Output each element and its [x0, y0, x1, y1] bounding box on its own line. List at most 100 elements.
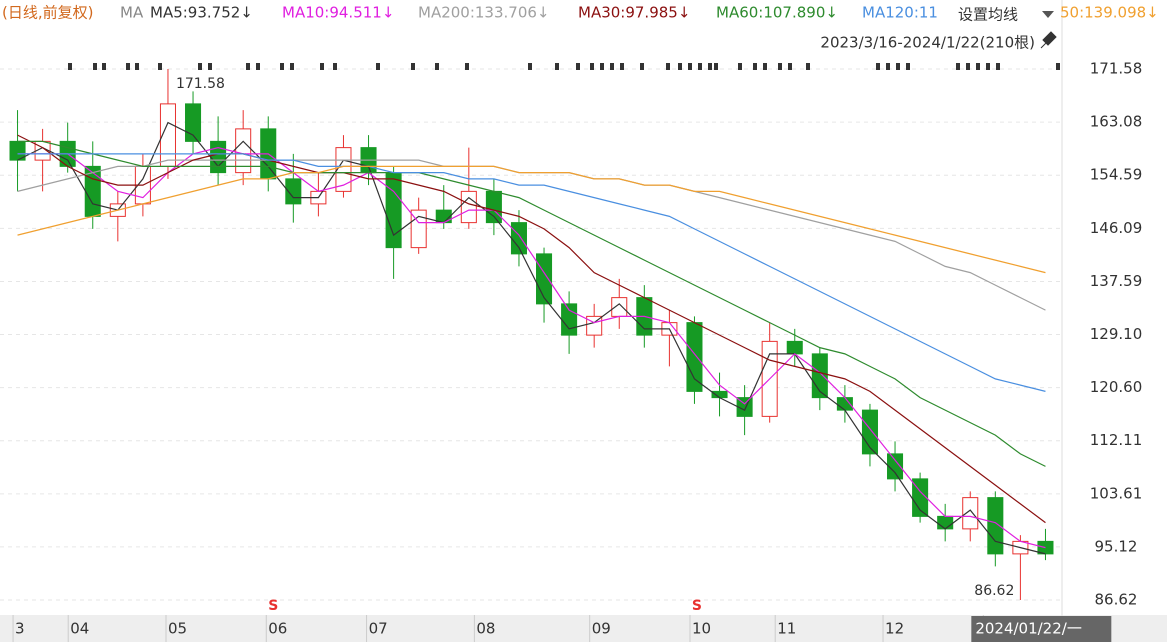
candle-body: [962, 497, 979, 530]
candle-body: [510, 222, 527, 255]
event-dot: [806, 63, 810, 70]
x-tick-label: 04: [70, 620, 89, 638]
settings-button-bg[interactable]: [948, 0, 1060, 30]
y-tick-label: 86.62: [1095, 591, 1138, 609]
event-dot: [290, 63, 294, 70]
event-dot: [778, 63, 782, 70]
event-dot: [68, 63, 72, 70]
y-tick-label: 103.61: [1090, 484, 1143, 502]
candle-body: [210, 140, 227, 174]
event-dot: [666, 63, 670, 70]
y-tick-label: 171.58: [1090, 60, 1143, 78]
y-tick-label: 163.08: [1090, 113, 1143, 131]
legend-entry: MA30:97.985↓: [578, 4, 690, 22]
x-tick-label: 07: [369, 620, 388, 638]
y-tick-label: 146.09: [1090, 219, 1143, 237]
candle-body: [937, 515, 954, 530]
high-marker: 171.58: [176, 76, 225, 92]
y-tick-label: 95.12: [1095, 537, 1138, 555]
candle-body: [485, 190, 502, 224]
settings-button[interactable]: 设置均线: [958, 6, 1018, 24]
ma-line: [17, 134, 1046, 524]
candle-body: [686, 322, 703, 392]
x-tick-label: 05: [168, 620, 187, 638]
event-dot: [376, 63, 380, 70]
event-dot: [698, 63, 702, 70]
event-dot: [435, 63, 439, 70]
x-tick-label: 11: [777, 620, 796, 638]
event-dot: [610, 63, 614, 70]
legend-entry: 50:139.098↓: [1060, 4, 1159, 22]
cursor-date-box: [971, 616, 1112, 642]
dropdown-arrow: [1042, 11, 1054, 18]
event-dot: [126, 63, 130, 70]
candle-body: [385, 172, 402, 249]
event-dot: [600, 63, 604, 70]
event-dot: [966, 63, 970, 70]
x-tick-label: 09: [592, 620, 611, 638]
event-dot: [906, 63, 910, 70]
event-dot: [256, 63, 260, 70]
signal-mark: S: [268, 598, 278, 614]
event-dot: [198, 63, 202, 70]
event-dot: [280, 63, 284, 70]
x-tick-label: 08: [476, 620, 495, 638]
event-dot: [688, 63, 692, 70]
event-dot: [135, 63, 139, 70]
legend-entry: MA5:93.752↓: [150, 4, 253, 22]
x-tick-label: 12: [885, 620, 904, 638]
event-dot: [753, 63, 757, 70]
event-dot: [986, 63, 990, 70]
pin-icon[interactable]: [1040, 31, 1057, 49]
event-dot: [320, 63, 324, 70]
candle-body: [711, 390, 728, 399]
event-dot: [956, 63, 960, 70]
event-dot: [158, 63, 162, 70]
event-dot: [976, 63, 980, 70]
event-dot: [620, 63, 624, 70]
ma-line: [17, 147, 1046, 549]
ma-line: [17, 165, 1046, 274]
candle-body: [1037, 540, 1054, 555]
y-tick-label: 137.59: [1090, 272, 1143, 290]
event-dot: [896, 63, 900, 70]
candle-body: [185, 103, 202, 142]
range-text: 2023/3/16-2024/1/22(210根): [820, 34, 1035, 52]
event-dot: [678, 63, 682, 70]
event-dot: [465, 63, 469, 70]
candle-body: [561, 303, 578, 336]
signal-mark: S: [692, 598, 702, 614]
event-dot: [1056, 63, 1060, 70]
ma-line: [17, 153, 1046, 392]
ma-label: MA: [120, 4, 144, 22]
ma-line: [17, 140, 1046, 467]
event-dot: [333, 63, 337, 70]
candle-body: [912, 478, 929, 517]
legend-entry: MA10:94.511↓: [282, 4, 394, 22]
candle-body: [460, 190, 477, 224]
y-tick-label: 154.59: [1090, 166, 1143, 184]
y-tick-label: 120.60: [1090, 378, 1143, 396]
x-tick-label: 06: [268, 620, 287, 638]
x-tick-label: 3: [15, 620, 25, 638]
event-dot: [576, 63, 580, 70]
event-dot: [886, 63, 890, 70]
event-dot: [763, 63, 767, 70]
x-tick-label: 10: [692, 620, 711, 638]
event-dot: [590, 63, 594, 70]
legend-entry: MA200:133.706↓: [418, 4, 549, 22]
event-dot: [93, 63, 97, 70]
candle-body: [611, 297, 628, 317]
x-tick-label: 2024/01/22/一: [975, 620, 1082, 638]
candle-body: [235, 128, 252, 174]
event-dot: [411, 63, 415, 70]
y-tick-label: 129.10: [1090, 325, 1143, 343]
event-dot: [714, 63, 718, 70]
event-dot: [996, 63, 1000, 70]
candle-body: [786, 340, 803, 355]
event-dot: [528, 63, 532, 70]
event-dot: [788, 63, 792, 70]
event-dot: [876, 63, 880, 70]
ma-line: [17, 159, 1046, 311]
